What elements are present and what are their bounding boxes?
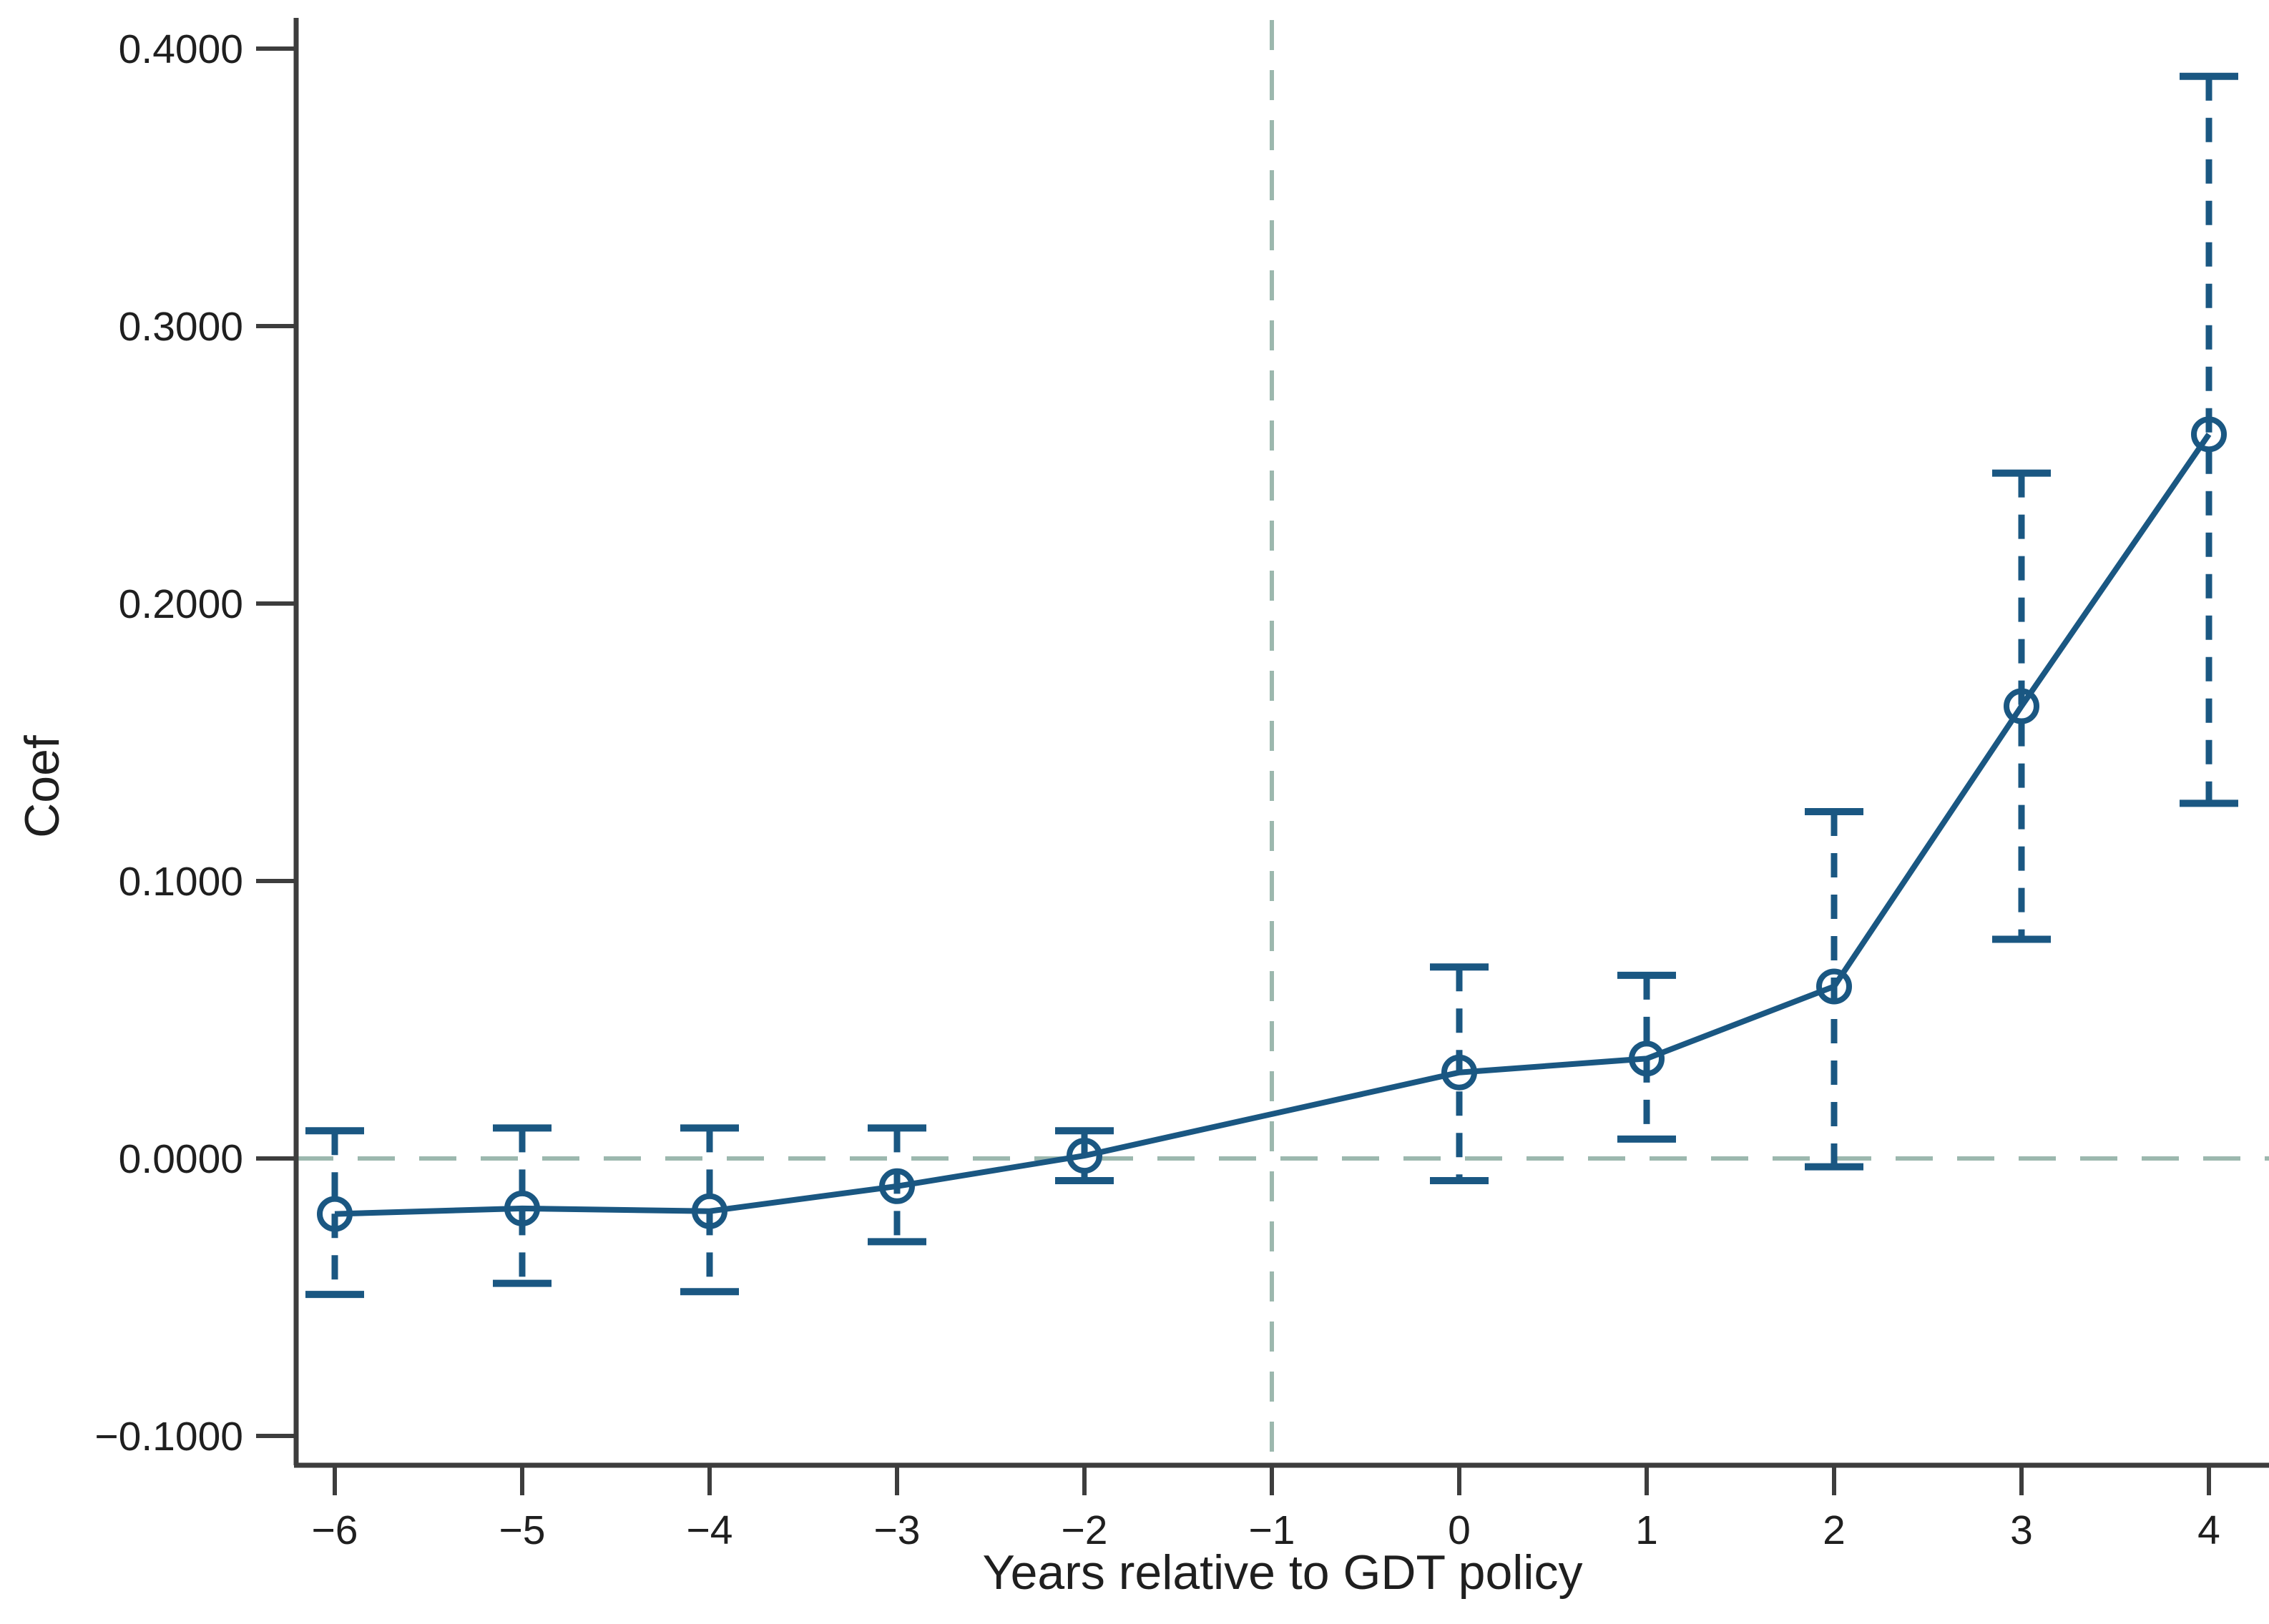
x-axis-tick-label: −2 — [1062, 1507, 1108, 1553]
x-axis-tick-label: −6 — [312, 1507, 358, 1553]
y-axis-tick-label: −0.1000 — [94, 1414, 243, 1460]
y-axis-tick-label: 0.2000 — [119, 581, 243, 627]
coefficient-marker — [879, 1168, 915, 1204]
coefficient-line — [334, 433, 2212, 1217]
y-axis-tick-label: 0.4000 — [119, 26, 243, 72]
coefficient-marker — [2004, 688, 2039, 724]
coefficient-marker — [1441, 1054, 1477, 1091]
y-axis-tick-label: 0.0000 — [119, 1136, 243, 1182]
coefficient-marker — [692, 1193, 727, 1229]
coefficient-marker — [1816, 968, 1852, 1005]
x-axis-tick-label: 1 — [1635, 1507, 1658, 1553]
coefficient-marker — [504, 1190, 540, 1226]
chart-content: 0.4000 0.3000 0.2000 0.1000 0.0000 −0.1000 −6 −… — [94, 18, 2269, 1553]
x-axis-tick-label: 2 — [1823, 1507, 1846, 1553]
y-axis-tick-label: 0.3000 — [119, 304, 243, 350]
x-axis-tick-label: −4 — [687, 1507, 733, 1553]
x-axis-tick-label: 3 — [2010, 1507, 2033, 1553]
coefficient-marker — [317, 1196, 353, 1232]
x-axis-tick-label: 4 — [2197, 1507, 2220, 1553]
coefficient-marker — [1067, 1138, 1102, 1174]
x-axis-title: Years relative to GDT policy — [982, 1545, 1582, 1600]
x-axis-tick-label: 0 — [1448, 1507, 1471, 1553]
x-axis-tick-label: −1 — [1249, 1507, 1295, 1553]
y-axis-title: Coef — [15, 735, 69, 838]
x-axis-tick-label: −5 — [499, 1507, 546, 1553]
coefficient-marker — [2191, 416, 2227, 453]
y-axis-tick-label: 0.1000 — [119, 859, 243, 905]
coefficient-marker — [1629, 1040, 1665, 1077]
x-axis-tick-label: −3 — [874, 1507, 921, 1553]
